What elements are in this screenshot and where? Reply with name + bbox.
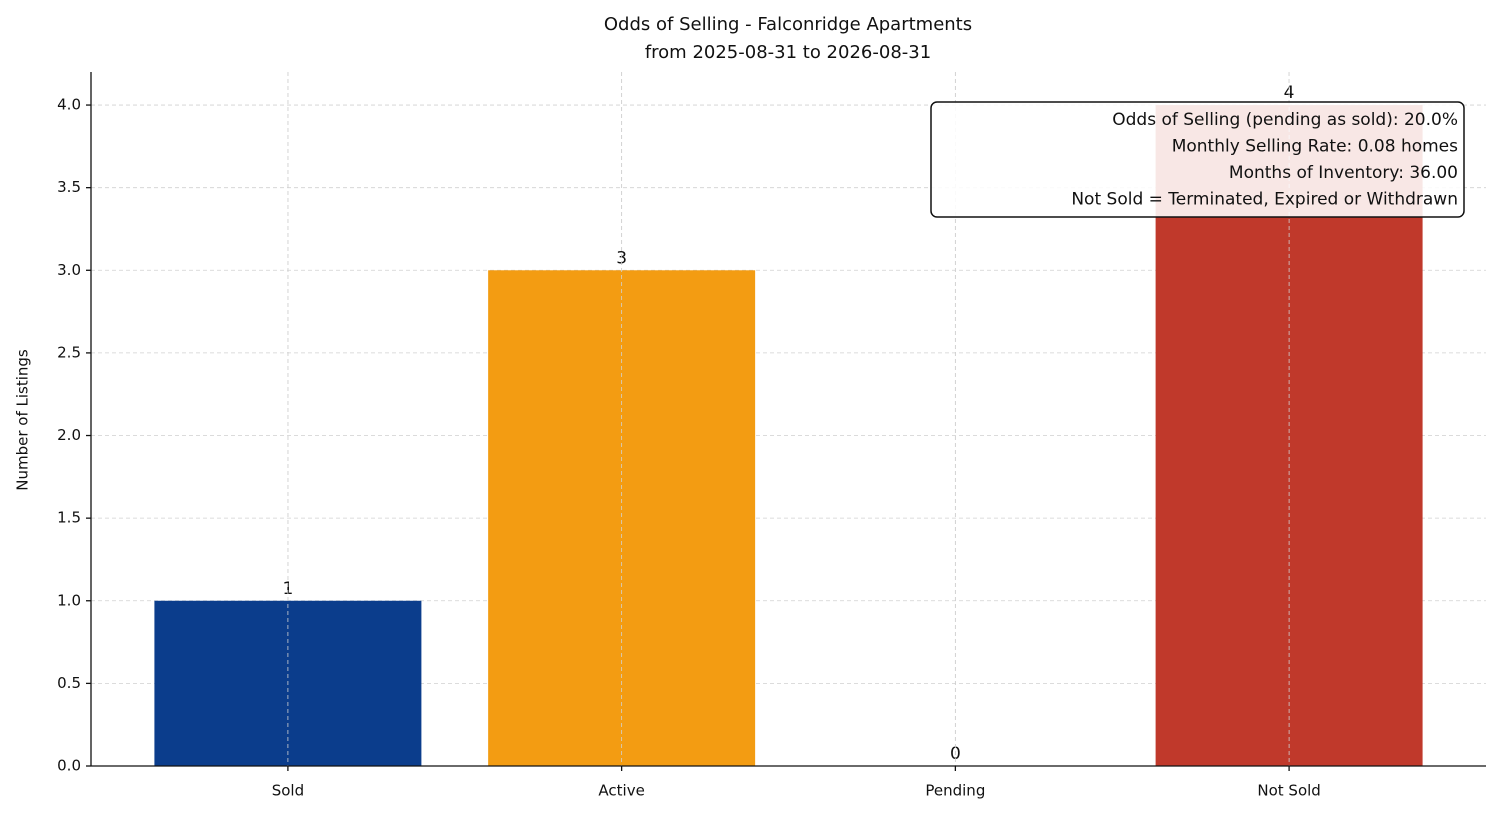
x-tick-label: Sold <box>272 782 304 800</box>
chart-subtitle: from 2025-08-31 to 2026-08-31 <box>645 42 931 63</box>
value-label: 3 <box>616 248 627 268</box>
y-tick-label: 1.5 <box>57 509 81 527</box>
annotation-text: Months of Inventory: 36.00 <box>1229 163 1458 183</box>
y-tick-label: 3.0 <box>57 261 81 279</box>
y-axis-label: Number of Listings <box>14 349 32 491</box>
y-tick-label: 0.0 <box>57 757 81 775</box>
value-label: 1 <box>282 579 293 599</box>
x-tick-label: Pending <box>925 782 985 800</box>
annotation-text: Monthly Selling Rate: 0.08 homes <box>1172 137 1458 157</box>
annotation-text: Not Sold = Terminated, Expired or Withdr… <box>1071 190 1458 210</box>
y-tick-label: 2.5 <box>57 343 81 361</box>
annotation-text: Odds of Selling (pending as sold): 20.0% <box>1112 110 1458 130</box>
chart-title: Odds of Selling - Falconridge Apartments <box>604 14 972 35</box>
y-tick-label: 0.5 <box>57 674 81 692</box>
y-tick-label: 3.5 <box>57 178 81 196</box>
y-tick-label: 1.0 <box>57 591 81 609</box>
y-tick-label: 4.0 <box>57 96 81 114</box>
x-tick-label: Not Sold <box>1257 782 1320 800</box>
x-tick-label: Active <box>598 782 644 800</box>
annotation-box <box>930 101 1465 218</box>
y-tick-label: 2.0 <box>57 426 81 444</box>
